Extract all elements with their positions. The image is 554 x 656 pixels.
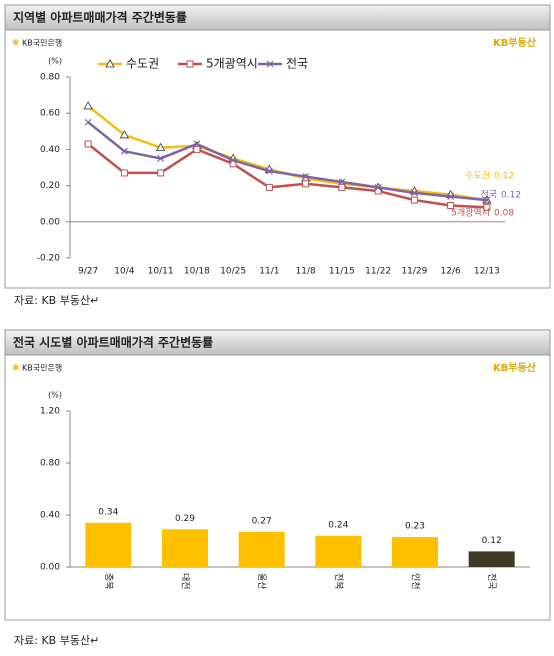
panel bbox=[4, 4, 551, 289]
end-label-value: 0.12 bbox=[494, 172, 514, 182]
marker bbox=[447, 193, 455, 200]
y-tick-label: 0.80 bbox=[40, 459, 60, 469]
title-bar bbox=[4, 4, 551, 31]
y-tick-label: 0.00 bbox=[40, 217, 60, 227]
value-label: 0.29 bbox=[175, 514, 195, 524]
marker bbox=[193, 145, 201, 153]
y-tick-label: 0.60 bbox=[40, 109, 60, 119]
marker bbox=[410, 196, 418, 204]
marker bbox=[157, 169, 165, 177]
x-tick-label: 울산 bbox=[256, 573, 267, 590]
y-tick-label: 0.20 bbox=[40, 181, 60, 191]
marker bbox=[483, 203, 491, 211]
marker bbox=[302, 180, 310, 188]
source: 자료: KB 부동산↵ bbox=[14, 294, 99, 307]
marker bbox=[483, 196, 491, 204]
logo-star: ✱ bbox=[12, 39, 20, 49]
marker bbox=[410, 189, 418, 197]
marker bbox=[120, 169, 128, 177]
value-label: 0.24 bbox=[328, 520, 348, 530]
logo: KB국민은행 bbox=[22, 363, 62, 373]
logo-star: ✱ bbox=[12, 364, 20, 374]
series-line bbox=[87, 121, 487, 202]
end-label-name: 수도권 bbox=[465, 170, 490, 182]
y-tick-label: 1.20 bbox=[40, 407, 60, 417]
marker bbox=[84, 118, 92, 126]
x-tick-label: 11/29 bbox=[401, 267, 427, 277]
panel-title: 전국 시도별 아파트매매가격 주간변동률 bbox=[13, 335, 213, 350]
value-label: 0.34 bbox=[98, 507, 118, 517]
series-line bbox=[87, 142, 487, 209]
brand: KB부동산 bbox=[493, 36, 537, 49]
marker bbox=[338, 178, 346, 186]
x-tick-label: 인천 bbox=[410, 573, 421, 590]
marker bbox=[193, 140, 201, 148]
x-tick-label: 11/1 bbox=[259, 267, 279, 277]
x-tick-label: 11/22 bbox=[365, 267, 391, 277]
marker bbox=[186, 60, 194, 68]
title-bar bbox=[4, 329, 551, 356]
marker bbox=[120, 147, 128, 155]
x-tick-label: 10/4 bbox=[114, 267, 134, 277]
bar bbox=[468, 551, 515, 567]
bar bbox=[162, 529, 208, 567]
source: 자료: KB 부동산↵ bbox=[14, 634, 99, 647]
value-label: 0.12 bbox=[482, 536, 502, 546]
marker bbox=[265, 167, 273, 175]
marker bbox=[266, 60, 274, 68]
x-tick-label: 10/25 bbox=[220, 267, 246, 277]
legend-label: 5개광역시 bbox=[206, 57, 258, 71]
bar bbox=[85, 522, 132, 567]
marker bbox=[157, 155, 165, 162]
marker bbox=[229, 156, 237, 164]
unit: (%) bbox=[48, 391, 62, 400]
y-tick-label: 0.40 bbox=[40, 145, 60, 155]
x-tick-label: 11/8 bbox=[296, 267, 316, 277]
marker bbox=[302, 173, 310, 180]
marker bbox=[338, 183, 346, 191]
logo: KB국민은행 bbox=[22, 38, 62, 48]
marker bbox=[83, 101, 93, 110]
x-tick-label: 12/13 bbox=[474, 267, 500, 277]
x-tick-label: 대전 bbox=[180, 573, 191, 590]
legend-label: 전국 bbox=[286, 57, 308, 71]
panel bbox=[4, 329, 551, 621]
bar bbox=[392, 537, 438, 567]
marker bbox=[374, 183, 382, 191]
x-tick-label: 전북 bbox=[333, 573, 344, 590]
legend-label: 수도권 bbox=[126, 57, 159, 71]
y-tick-label: 0.80 bbox=[40, 73, 60, 83]
end-label-value: 0.12 bbox=[501, 191, 521, 201]
marker bbox=[155, 142, 166, 151]
x-tick-label: 10/11 bbox=[148, 267, 174, 277]
x-tick-label: 10/18 bbox=[184, 267, 210, 277]
marker bbox=[265, 183, 273, 191]
x-tick-label: 12/6 bbox=[441, 267, 461, 277]
brand: KB부동산 bbox=[493, 361, 537, 374]
marker bbox=[105, 59, 115, 68]
value-label: 0.27 bbox=[252, 516, 272, 526]
marker bbox=[84, 140, 92, 148]
x-tick-label: 9/27 bbox=[78, 267, 98, 277]
panel-title: 지역별 아파트매매가격 주간변동률 bbox=[13, 10, 187, 25]
y-tick-label: -0.20 bbox=[37, 254, 61, 264]
bar bbox=[238, 531, 285, 567]
end-label-name: 전국 bbox=[480, 190, 497, 201]
x-tick-label: 11/15 bbox=[329, 267, 355, 277]
x-tick-label: 전국 bbox=[486, 573, 497, 590]
x-tick-label: 충북 bbox=[103, 573, 114, 590]
y-tick-label: 0.40 bbox=[40, 511, 60, 521]
value-label: 0.23 bbox=[405, 522, 425, 532]
bar bbox=[315, 535, 362, 567]
unit: (%) bbox=[48, 57, 62, 66]
end-label-name: 5개광역시 bbox=[451, 207, 490, 219]
end-label-value: 0.08 bbox=[494, 209, 514, 219]
y-tick-label: 0.00 bbox=[40, 563, 60, 573]
marker bbox=[447, 202, 455, 210]
marker bbox=[119, 130, 130, 139]
